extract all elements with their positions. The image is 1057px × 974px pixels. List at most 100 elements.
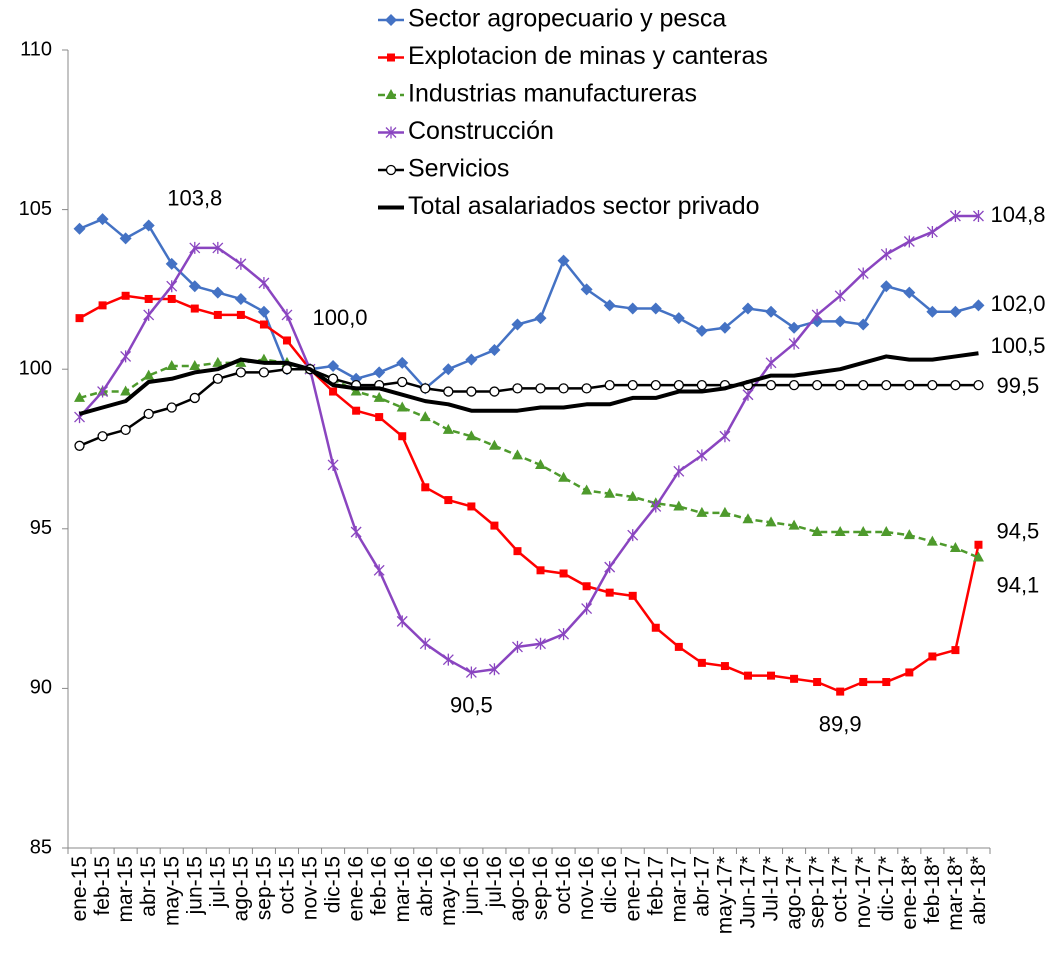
x-tick-label: sep-17* <box>806 856 829 928</box>
point <box>121 291 130 300</box>
point <box>442 423 454 434</box>
point <box>765 516 777 527</box>
legend-entry: Industrias manufactureras <box>378 80 697 108</box>
x-tick-label: may-16 <box>437 856 460 926</box>
value-label: 103,8 <box>167 186 222 211</box>
point <box>166 360 178 371</box>
point <box>465 666 477 679</box>
legend-entry: Construcción <box>378 117 554 145</box>
point <box>559 569 568 578</box>
point <box>511 449 523 460</box>
point <box>97 431 108 442</box>
point <box>604 561 616 574</box>
point <box>350 525 362 538</box>
point <box>144 294 153 303</box>
point <box>167 294 176 303</box>
point <box>558 628 570 641</box>
legend-label: Servicios <box>408 155 509 183</box>
x-tick-label: oct-15 <box>276 856 299 914</box>
point <box>719 430 731 443</box>
point <box>926 535 938 546</box>
x-tick-label: abr-16 <box>414 856 437 917</box>
point <box>236 310 245 319</box>
point <box>904 380 915 391</box>
point <box>765 356 777 369</box>
point <box>927 380 938 391</box>
point <box>928 652 937 661</box>
point <box>973 209 984 222</box>
point <box>490 521 499 530</box>
point <box>235 367 247 378</box>
point <box>949 305 962 318</box>
legend-entry: Sector agropecuario y pesca <box>378 5 726 33</box>
point <box>627 529 639 542</box>
x-tick-label: jun-15 <box>183 856 206 915</box>
point <box>75 314 84 323</box>
x-tick-label: feb-17 <box>644 856 667 916</box>
point <box>488 344 501 357</box>
point <box>465 353 478 366</box>
point <box>513 547 522 556</box>
y-tick-label: 85 <box>30 836 52 858</box>
point <box>396 401 408 412</box>
x-tick-label: abr-17 <box>690 856 713 917</box>
x-tick-label: Jul-17* <box>760 856 783 921</box>
point <box>673 465 685 478</box>
point <box>143 308 155 321</box>
point <box>836 687 845 696</box>
point <box>282 336 291 345</box>
point <box>627 490 639 501</box>
point <box>811 380 823 391</box>
point <box>743 671 752 680</box>
point <box>535 458 547 469</box>
point <box>489 386 500 397</box>
point <box>835 380 846 391</box>
point <box>385 164 397 176</box>
point <box>813 678 822 687</box>
point <box>857 525 869 536</box>
point <box>327 458 339 471</box>
point <box>465 430 477 441</box>
point <box>142 219 155 232</box>
x-tick-label: ene-16 <box>345 856 368 921</box>
point <box>327 360 340 373</box>
legend-label: Construcción <box>408 117 554 145</box>
point <box>857 267 869 280</box>
point <box>603 299 616 312</box>
point <box>258 367 270 378</box>
value-label: 102,0 <box>990 291 1045 316</box>
point <box>398 432 407 441</box>
x-tick-label: abr-15 <box>137 856 160 917</box>
point <box>385 126 397 139</box>
point <box>628 591 637 600</box>
x-tick-label: feb-16 <box>368 856 391 916</box>
point <box>558 383 569 394</box>
point <box>903 286 916 299</box>
point <box>581 484 593 495</box>
point <box>604 380 615 391</box>
point <box>73 222 86 235</box>
point <box>258 277 270 290</box>
y-tick-label: 110 <box>20 38 52 60</box>
point <box>788 321 801 334</box>
point <box>558 471 570 482</box>
point <box>903 529 915 540</box>
series-line <box>78 294 980 693</box>
point <box>695 324 708 337</box>
point <box>421 483 430 492</box>
point <box>467 502 476 511</box>
point <box>373 391 385 402</box>
x-tick-label: Jun-17* <box>737 856 760 928</box>
point <box>811 525 823 536</box>
point <box>582 582 591 591</box>
point <box>166 402 177 413</box>
x-tick-label: nov-15 <box>299 856 322 920</box>
point <box>581 602 593 615</box>
point <box>281 364 293 375</box>
point <box>697 658 706 667</box>
point <box>259 320 268 329</box>
point <box>213 310 222 319</box>
point <box>581 383 592 394</box>
point <box>442 363 455 376</box>
point <box>190 304 199 313</box>
